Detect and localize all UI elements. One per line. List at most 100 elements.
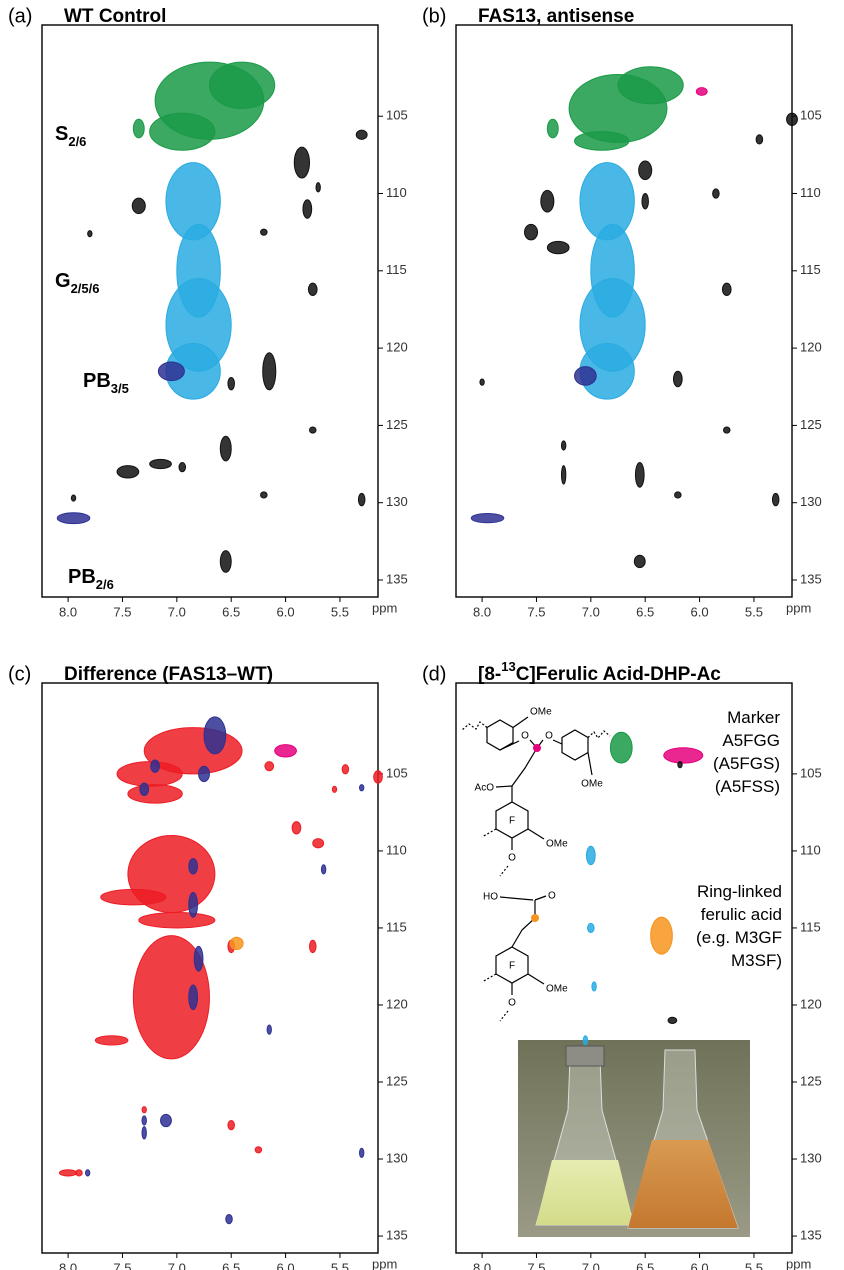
annotation: G2/5/6 [55,270,99,296]
y-tick-label: 125 [386,1073,408,1088]
contour-peak [610,732,632,763]
contour-peak [267,1025,271,1034]
text-part: C]Ferulic Acid-DHP-Ac [516,664,722,685]
bond [500,897,533,900]
y-tick-label: 105 [386,765,408,780]
flask-liquid [536,1160,634,1225]
bond [496,786,512,787]
contour-peak [547,119,558,138]
contour-peak [255,1147,262,1153]
contour-peak [664,748,703,763]
x-tick-label: 7.0 [582,604,600,619]
x-tick-label: 7.5 [113,604,131,619]
contour-peak [358,493,365,505]
structure-label: F [509,961,515,972]
contour-peak [142,1116,146,1125]
x-tick-label: 8.0 [473,1260,491,1270]
bond [500,741,519,750]
contour-peak [275,745,297,757]
contour-peak [772,493,779,505]
structure-label: OMe [581,779,603,790]
annotation: (A5FGS) [713,754,780,773]
contour-peak [756,135,763,144]
contour-peak [76,1170,83,1176]
x-axis-label: ppm [786,600,811,615]
contour-peak [787,113,798,125]
contour-peak [642,194,649,209]
contour-peak [342,765,349,774]
y-tick-label: 120 [386,340,408,355]
subscript: 2/5/6 [71,281,100,296]
label-dot [533,744,541,752]
contour-peak [88,231,92,237]
contour-peak [309,940,316,952]
y-tick-label: 110 [800,842,821,857]
x-tick-label: 5.5 [745,1260,763,1270]
contour-peak [651,917,673,954]
x-axis-label: ppm [786,1256,811,1270]
y-tick-label: 130 [800,494,822,509]
x-tick-label: 6.0 [277,1260,295,1270]
contour-peak [583,1036,587,1045]
contour-peak [142,1107,146,1113]
panel-label: (b) [422,5,446,27]
text-part: Marker [727,708,780,727]
contour-peak [204,717,226,754]
contour-peak [356,130,367,139]
structure-label: O [521,731,529,742]
contour-peak [199,766,210,781]
contour-peak [618,67,683,104]
contour-peak [220,436,231,461]
structure-label: O [508,853,516,864]
bond [500,1011,508,1021]
text-part: (A5FSS) [715,777,780,796]
contour-peak [59,1170,76,1176]
contour-peak [261,492,268,498]
contour-peak [668,1017,677,1023]
structure-label: F [509,816,515,827]
contour-peak [101,889,166,904]
annotation: (e.g. M3GF [696,928,782,947]
contour-peak [313,839,324,848]
text-part: PB [83,370,111,392]
text-part: (e.g. M3GF [696,928,782,947]
y-tick-label: 130 [386,494,408,509]
y-tick-label: 130 [386,1150,408,1165]
y-tick-label: 130 [800,1150,822,1165]
contour-peak [541,190,554,212]
text-part: ferulic acid [701,905,782,924]
x-tick-label: 6.5 [222,604,240,619]
contour-peak [321,865,325,874]
annotation: Marker [727,708,780,727]
text-part: M3SF) [731,951,782,970]
x-tick-label: 6.5 [636,604,654,619]
annotation: Ring-linked [697,882,782,901]
y-tick-label: 120 [386,996,408,1011]
contour-peak [316,183,320,192]
contour-peak [151,760,160,772]
photo [518,1040,750,1237]
y-tick-label: 135 [386,1227,408,1242]
structures [462,717,610,1021]
contour-peak [226,1214,233,1223]
contour-peak [85,1170,89,1176]
text-part: FAS13, antisense [478,6,634,27]
y-tick-label: 110 [386,842,407,857]
bond [528,829,544,839]
annotation: ferulic acid [701,905,782,924]
panel-title: FAS13, antisense [478,6,634,27]
annotation: A5FGG [722,731,780,750]
subscript: 2/6 [68,134,86,149]
contour-peak [133,119,144,138]
panel-title: WT Control [64,6,166,27]
contour-peak [471,514,504,523]
y-tick-label: 110 [386,185,407,200]
contour-peak [150,113,215,150]
structure-label: O [548,891,556,902]
y-tick-label: 105 [800,765,822,780]
bond [512,900,535,947]
contour-peak [132,198,145,213]
x-tick-label: 7.5 [527,604,545,619]
x-tick-label: 8.0 [473,604,491,619]
contour-peak [150,459,172,468]
